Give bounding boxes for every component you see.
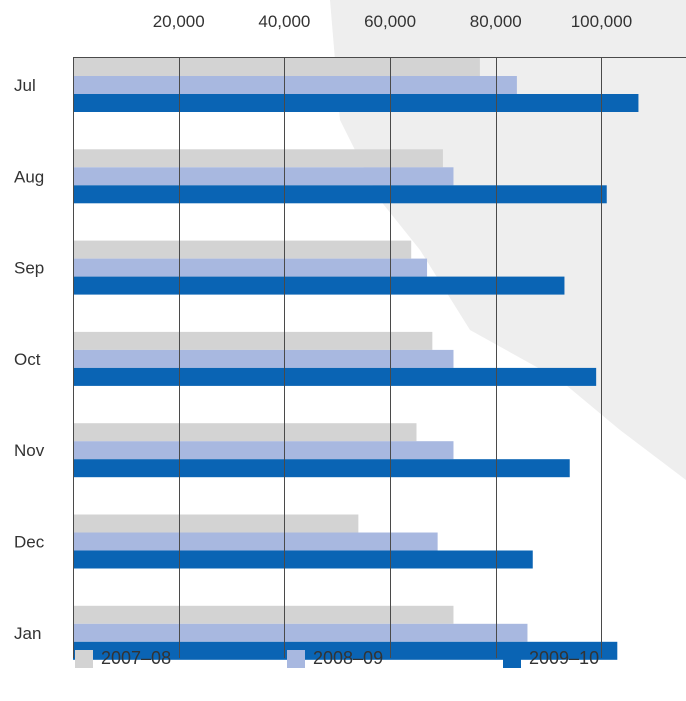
bar-sep-series-3 — [73, 276, 565, 295]
bar-sep-series-2 — [73, 258, 428, 277]
legend-swatch-series-3 — [503, 649, 521, 668]
x-tick-label-1: 20,000 — [153, 12, 205, 31]
bar-aug-series-2 — [73, 167, 454, 186]
legend-item-series-3: 2009–10 — [503, 648, 599, 669]
legend-item-series-1: 2007–08 — [75, 648, 171, 669]
x-tick-labels: 20,000 40,000 60,000 80,000 100,000 — [153, 12, 632, 31]
bar-oct-series-3 — [73, 367, 597, 386]
x-tick-label-5: 100,000 — [571, 12, 632, 31]
legend-item-series-2: 2008–09 — [287, 648, 383, 669]
bar-oct-series-1 — [73, 331, 433, 350]
background-shape — [330, 0, 686, 480]
category-label-oct: Oct — [14, 350, 41, 369]
bar-jul-series-3 — [73, 94, 639, 112]
category-label-dec: Dec — [14, 533, 45, 552]
x-tick-label-3: 60,000 — [364, 12, 416, 31]
legend: 2007–08 2008–09 2009–10 — [75, 648, 675, 672]
background-watermark — [330, 0, 686, 480]
x-tick-label-2: 40,000 — [258, 12, 310, 31]
bar-aug-series-1 — [73, 149, 443, 168]
legend-label-series-1: 2007–08 — [101, 648, 172, 668]
bar-jan-series-2 — [73, 623, 528, 642]
plot-frame-layer — [73, 57, 686, 658]
bar-aug-series-3 — [73, 185, 607, 204]
category-labels: Jul Aug Sep Oct Nov Dec Jan — [14, 76, 45, 643]
category-label-jan: Jan — [14, 624, 41, 643]
legend-label-series-2: 2008–09 — [313, 648, 384, 668]
legend-swatch-series-1 — [75, 649, 93, 668]
legend-label-series-3: 2009–10 — [529, 648, 600, 668]
category-label-aug: Aug — [14, 167, 44, 186]
legend-swatch-series-2 — [287, 649, 305, 668]
bar-jul-series-1 — [73, 58, 480, 76]
category-label-jul: Jul — [14, 76, 36, 95]
bar-sep-series-1 — [73, 240, 412, 259]
bar-nov-series-1 — [73, 423, 417, 442]
bar-jul-series-2 — [73, 76, 517, 94]
bar-dec-series-1 — [73, 514, 359, 533]
category-label-nov: Nov — [14, 441, 45, 460]
bar-oct-series-2 — [73, 349, 454, 368]
gridlines-layer — [179, 57, 602, 658]
x-tick-label-4: 80,000 — [470, 12, 522, 31]
bar-nov-series-3 — [73, 459, 570, 478]
bars-layer — [73, 58, 639, 660]
bar-jan-series-1 — [73, 605, 454, 624]
bar-jan-series-3 — [73, 641, 618, 660]
bar-dec-series-3 — [73, 550, 533, 569]
bar-nov-series-2 — [73, 441, 454, 460]
category-label-sep: Sep — [14, 259, 44, 278]
bar-dec-series-2 — [73, 532, 438, 551]
